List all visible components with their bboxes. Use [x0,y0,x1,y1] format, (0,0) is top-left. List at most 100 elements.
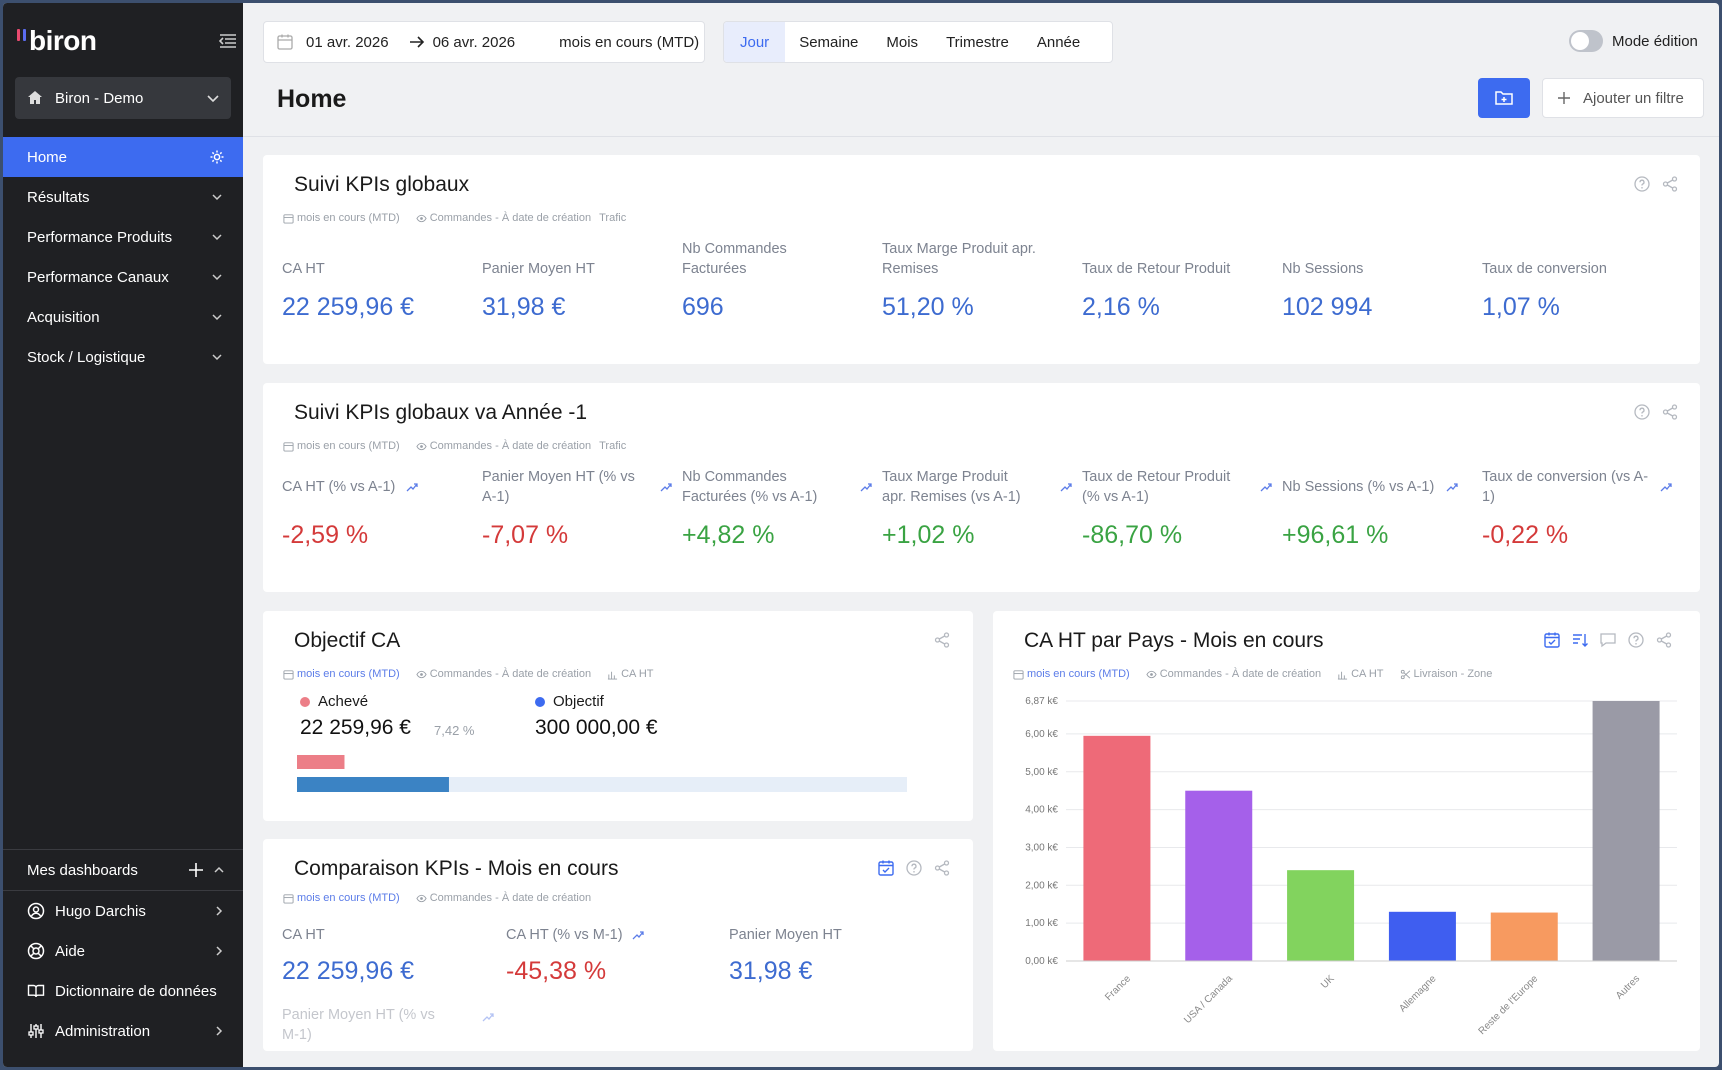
sidebar-item-home[interactable]: Home [3,137,243,177]
card-meta: mois en cours (MTD) Commandes - À date d… [283,440,642,452]
meta-period: mois en cours (MTD) [283,892,400,904]
kpi-nb-commandes: Nb Commandes Facturées 696 [682,239,832,321]
y-tick-label: 4,00 k€ [1025,805,1058,816]
user-menu[interactable]: Hugo Darchis [3,891,243,931]
calendar-check-icon[interactable] [877,859,895,877]
meta-source-label: Commandes - À date de création [429,440,592,452]
meta-period-label: mois en cours (MTD) [297,440,400,452]
kpi-value: +96,61 % [1282,521,1389,549]
calendar-icon [1013,669,1024,680]
biron-logo[interactable]: biron [17,23,97,59]
logo-bars-icon [17,29,26,41]
card-actions [1633,403,1679,421]
period-jour[interactable]: Jour [724,22,786,62]
card-actions [1633,175,1679,193]
bar-chart-icon [1338,671,1348,680]
kpi-label: Taux Marge Produit apr. Remises (vs A-1) [882,469,1021,505]
bar [1083,735,1151,961]
card-title: Suivi KPIs globaux [294,173,470,196]
sidebar-item-label: Performance Produits [27,228,173,246]
achieved-progress-bar [297,777,449,792]
kpi-value: 51,20 % [882,293,974,321]
collapse-sidebar-icon[interactable] [219,33,237,49]
gear-icon[interactable] [209,149,225,165]
add-filter-button[interactable]: Ajouter un filtre [1542,78,1704,118]
sidebar-item-stock-logistique[interactable]: Stock / Logistique [3,337,243,377]
legend-label: Achevé [318,693,369,710]
help-menu[interactable]: Aide [3,931,243,971]
share-icon[interactable] [933,859,951,877]
help-icon[interactable] [1633,175,1651,193]
card-kpis-globaux: Suivi KPIs globaux mois en cours (MTD) C… [263,155,1700,364]
sidebar-item-performance-canaux[interactable]: Performance Canaux [3,257,243,297]
sidebar-item-acquisition[interactable]: Acquisition [3,297,243,337]
objective-gauge [297,755,907,792]
kpi-ca-ht-vs-a1: CA HT (% vs A-1) -2,59 % [282,467,472,549]
help-icon[interactable] [1633,403,1651,421]
x-tick-label: Reste de l'Europe [1477,973,1541,1037]
card-title: Suivi KPIs globaux va Année -1 [294,401,588,424]
help-icon[interactable] [1627,631,1645,649]
kpi-label: Panier Moyen HT (% vs A-1) [482,469,635,505]
share-icon[interactable] [933,631,951,649]
period-semaine[interactable]: Semaine [799,33,859,51]
kpi-label: CA HT [282,261,325,277]
kpi-value: 31,98 € [482,293,566,321]
workspace-selector[interactable]: Biron - Demo [15,77,231,119]
sidebar-item-performance-produits[interactable]: Performance Produits [3,217,243,257]
date-to[interactable]: 06 avr. 2026 [432,33,516,51]
meta-trafic-label: Trafic [599,212,627,224]
period-mois[interactable]: Mois [886,33,919,51]
period-selector: Jour Semaine Mois Trimestre Année [723,21,1113,63]
period-trimestre[interactable]: Trimestre [946,33,1009,51]
card-actions [1543,631,1673,649]
add-filter-label: Ajouter un filtre [1583,89,1684,107]
meta-period-label: mois en cours (MTD) [1027,668,1130,680]
trend-icon [406,483,418,492]
share-icon[interactable] [1661,403,1679,421]
card-meta: mois en cours (MTD) Commandes - À date d… [283,892,607,904]
period-annee[interactable]: Année [1036,33,1081,51]
sidebar-item-resultats[interactable]: Résultats [3,177,243,217]
sort-icon[interactable] [1571,631,1589,649]
calendar-icon [283,669,294,680]
workspace-name: Biron - Demo [55,89,144,107]
calendar-check-icon[interactable] [1543,631,1561,649]
data-dictionary-link[interactable]: Dictionnaire de données [3,971,243,1011]
app-window: biron Biron - Demo Home R [3,3,1719,1067]
help-icon[interactable] [905,859,923,877]
legend-label: Objectif [553,693,604,710]
card-actions [877,859,951,877]
chevron-right-icon [216,1026,223,1036]
share-icon[interactable] [1655,631,1673,649]
y-tick-label: 0,00 k€ [1025,956,1058,967]
kpi-panier-moyen-vs-m1: Panier Moyen HT (% vs M-1) [282,1005,494,1045]
calendar-icon [277,34,293,50]
kpi-ca-ht-mtd: CA HT 22 259,96 € [282,925,472,985]
date-range-picker[interactable]: 01 avr. 2026 06 avr. 2026 mois en cours … [263,21,705,63]
kpi-nb-sessions-vs-a1: Nb Sessions (% vs A-1) +96,61 % [1282,467,1472,549]
kpi-label: CA HT (% vs A-1) [282,479,396,495]
add-folder-button[interactable] [1478,78,1530,118]
meta-source-label: Commandes - À date de création [429,212,592,224]
date-from[interactable]: 01 avr. 2026 [306,33,389,51]
edit-mode-toggle[interactable] [1569,30,1603,52]
trend-icon [860,483,872,492]
eye-icon [416,670,427,678]
share-icon[interactable] [1661,175,1679,193]
date-range-label[interactable]: mois en cours (MTD) [559,33,700,51]
bar [1490,912,1558,961]
comment-icon[interactable] [1599,631,1617,649]
sidebar-bottom: Mes dashboards Hugo Darchis [3,849,243,1051]
administration-menu[interactable]: Administration [3,1011,243,1051]
kpi-label: Taux de Retour Produit (% vs A-1) [1082,469,1231,505]
chevron-down-icon [212,194,222,201]
my-dashboards-toggle[interactable]: Mes dashboards [3,850,243,890]
kpi-value: -2,59 % [282,521,369,549]
meta-metric-label: CA HT [1351,668,1384,680]
kpi-label: CA HT (% vs M-1) [506,927,623,943]
add-dashboard-icon[interactable] [187,861,205,879]
kpi-taux-retour-vs-a1: Taux de Retour Produit (% vs A-1) -86,70… [1082,467,1272,549]
y-tick-label: 6,87 k€ [1025,696,1058,707]
meta-trafic-label: Trafic [599,440,627,452]
